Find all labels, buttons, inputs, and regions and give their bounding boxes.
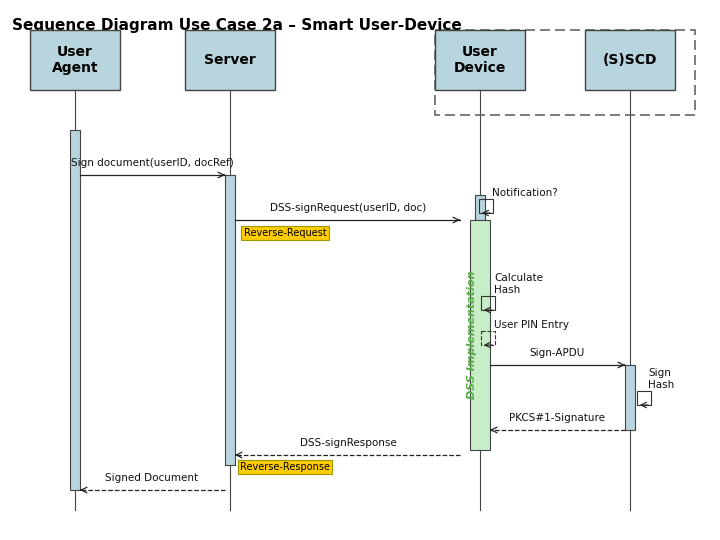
Text: Sign document(userID, docRef): Sign document(userID, docRef) xyxy=(71,158,233,168)
Bar xyxy=(70,130,80,490)
Text: Reverse-Request: Reverse-Request xyxy=(243,228,326,238)
Bar xyxy=(435,30,525,90)
Bar xyxy=(625,365,635,430)
Text: (S)SCD: (S)SCD xyxy=(603,53,657,67)
Bar xyxy=(481,331,495,345)
Text: Calculate
Hash: Calculate Hash xyxy=(494,273,543,295)
Text: DSS-signRequest(userID, doc): DSS-signRequest(userID, doc) xyxy=(270,203,426,213)
Text: User
Agent: User Agent xyxy=(52,45,99,75)
Text: Signed Document: Signed Document xyxy=(105,473,199,483)
Text: Sign-APDU: Sign-APDU xyxy=(529,348,585,358)
Bar xyxy=(435,30,695,115)
Text: Sign
Hash: Sign Hash xyxy=(648,368,674,390)
Bar xyxy=(637,391,651,405)
Text: PKCS#1-Signature: PKCS#1-Signature xyxy=(509,413,605,423)
Text: Sequence Diagram Use Case 2a – Smart User-Device: Sequence Diagram Use Case 2a – Smart Use… xyxy=(12,18,462,33)
Text: User PIN Entry: User PIN Entry xyxy=(494,320,569,330)
Bar xyxy=(30,30,120,90)
Bar xyxy=(481,296,495,310)
Bar xyxy=(185,30,275,90)
Bar xyxy=(479,199,493,213)
Text: User
Device: User Device xyxy=(454,45,506,75)
Text: DSS-signResponse: DSS-signResponse xyxy=(300,438,397,448)
Text: DSS Implementation: DSS Implementation xyxy=(467,271,477,399)
Bar xyxy=(585,30,675,90)
Text: Reverse-Response: Reverse-Response xyxy=(240,462,330,472)
Bar xyxy=(475,195,485,220)
Text: Notification?: Notification? xyxy=(492,188,558,198)
Bar xyxy=(470,220,490,450)
Text: Server: Server xyxy=(204,53,256,67)
Bar xyxy=(225,175,235,465)
